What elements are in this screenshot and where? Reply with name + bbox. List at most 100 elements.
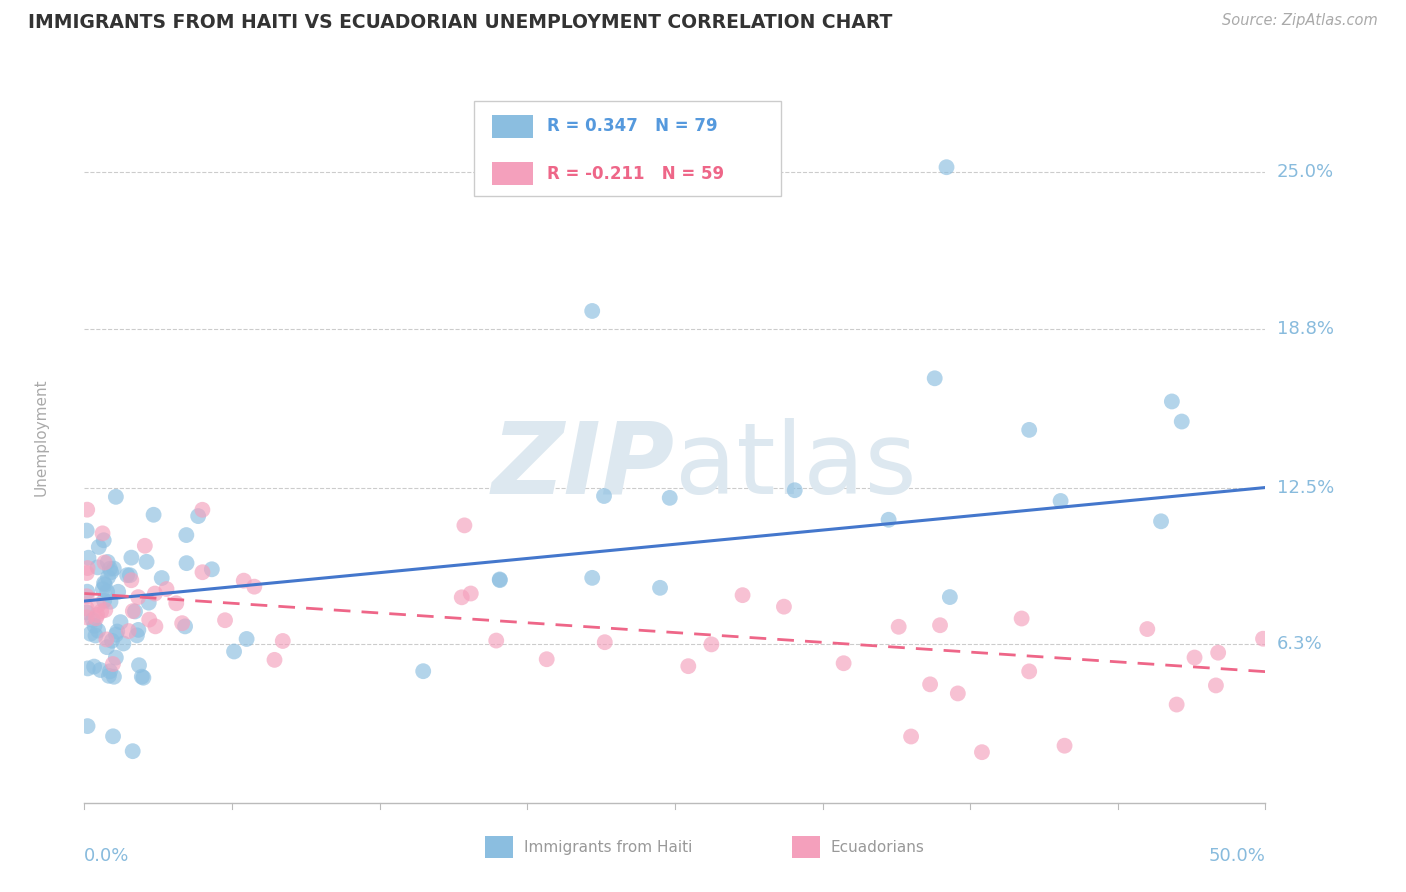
Point xyxy=(98,562,121,576)
Point xyxy=(138,613,160,627)
Point xyxy=(1205,678,1227,692)
Point xyxy=(271,634,294,648)
Point xyxy=(93,533,115,548)
Point xyxy=(89,663,111,677)
Point xyxy=(97,570,120,584)
Text: Ecuadorians: Ecuadorians xyxy=(831,840,925,855)
Text: Source: ZipAtlas.com: Source: ZipAtlas.com xyxy=(1222,13,1378,29)
Point xyxy=(1049,494,1071,508)
Point xyxy=(946,686,969,700)
Point xyxy=(581,571,603,585)
Point xyxy=(110,615,132,629)
Point xyxy=(453,518,475,533)
Point xyxy=(485,633,508,648)
Point xyxy=(243,580,266,594)
Point xyxy=(76,524,98,538)
Point xyxy=(104,490,127,504)
Point xyxy=(76,605,98,619)
Point xyxy=(920,677,942,691)
Point xyxy=(1251,632,1274,646)
Point xyxy=(155,582,177,596)
Point xyxy=(145,619,167,633)
Point xyxy=(460,586,482,600)
Point xyxy=(96,584,118,599)
Point xyxy=(87,624,110,638)
Point xyxy=(125,628,148,642)
Text: atlas: atlas xyxy=(675,417,917,515)
Point xyxy=(96,640,118,655)
Point xyxy=(104,650,127,665)
Point xyxy=(128,658,150,673)
Point xyxy=(1136,622,1159,636)
Point xyxy=(1018,423,1040,437)
Point xyxy=(76,589,98,603)
Point xyxy=(100,566,122,580)
Point xyxy=(77,550,100,565)
Point xyxy=(1171,415,1194,429)
Point xyxy=(76,610,98,624)
Point xyxy=(97,555,120,569)
Point xyxy=(93,594,115,608)
Point xyxy=(84,628,107,642)
Point xyxy=(97,669,120,683)
Point xyxy=(107,584,129,599)
Text: Immigrants from Haiti: Immigrants from Haiti xyxy=(524,840,693,855)
Point xyxy=(76,566,98,580)
Point xyxy=(1184,650,1206,665)
Point xyxy=(235,632,257,646)
Point xyxy=(172,616,194,631)
Point xyxy=(150,571,173,585)
Point xyxy=(489,573,512,587)
Point xyxy=(101,729,124,743)
Point xyxy=(232,574,254,588)
Point xyxy=(935,160,957,174)
Text: 25.0%: 25.0% xyxy=(1277,163,1334,181)
Text: 18.8%: 18.8% xyxy=(1277,319,1333,338)
Point xyxy=(118,568,141,582)
Point xyxy=(120,550,142,565)
Point xyxy=(887,620,910,634)
Point xyxy=(101,633,124,648)
Point xyxy=(83,619,105,633)
Text: Unemployment: Unemployment xyxy=(34,378,49,496)
Point xyxy=(142,508,165,522)
Text: 0.0%: 0.0% xyxy=(84,847,129,864)
Point xyxy=(76,502,98,516)
Point xyxy=(76,561,98,575)
Point xyxy=(127,590,149,604)
Point xyxy=(138,596,160,610)
Point xyxy=(1011,611,1033,625)
Point xyxy=(939,590,962,604)
Point xyxy=(93,576,115,591)
Point xyxy=(135,555,157,569)
Point xyxy=(86,607,108,622)
Point xyxy=(94,577,117,591)
Point xyxy=(176,528,198,542)
Point xyxy=(176,556,198,570)
Point xyxy=(76,601,98,615)
Point xyxy=(1166,698,1188,712)
Point xyxy=(143,586,166,600)
Text: 6.3%: 6.3% xyxy=(1277,635,1322,653)
Point xyxy=(832,657,855,671)
FancyBboxPatch shape xyxy=(474,101,782,195)
Point xyxy=(263,653,285,667)
Point xyxy=(76,661,98,675)
Point xyxy=(593,489,616,503)
Point xyxy=(877,513,900,527)
Point xyxy=(165,596,187,610)
Point xyxy=(187,509,209,524)
Text: R = 0.347   N = 79: R = 0.347 N = 79 xyxy=(547,117,718,136)
Point xyxy=(91,526,114,541)
Point xyxy=(214,613,236,627)
Point xyxy=(118,624,141,638)
Text: 50.0%: 50.0% xyxy=(1209,847,1265,864)
Point xyxy=(1160,394,1182,409)
Point xyxy=(1206,646,1229,660)
Point xyxy=(783,483,806,498)
Point xyxy=(134,539,156,553)
Point xyxy=(201,562,224,576)
Point xyxy=(1018,665,1040,679)
Point xyxy=(581,304,603,318)
Point xyxy=(86,560,108,574)
